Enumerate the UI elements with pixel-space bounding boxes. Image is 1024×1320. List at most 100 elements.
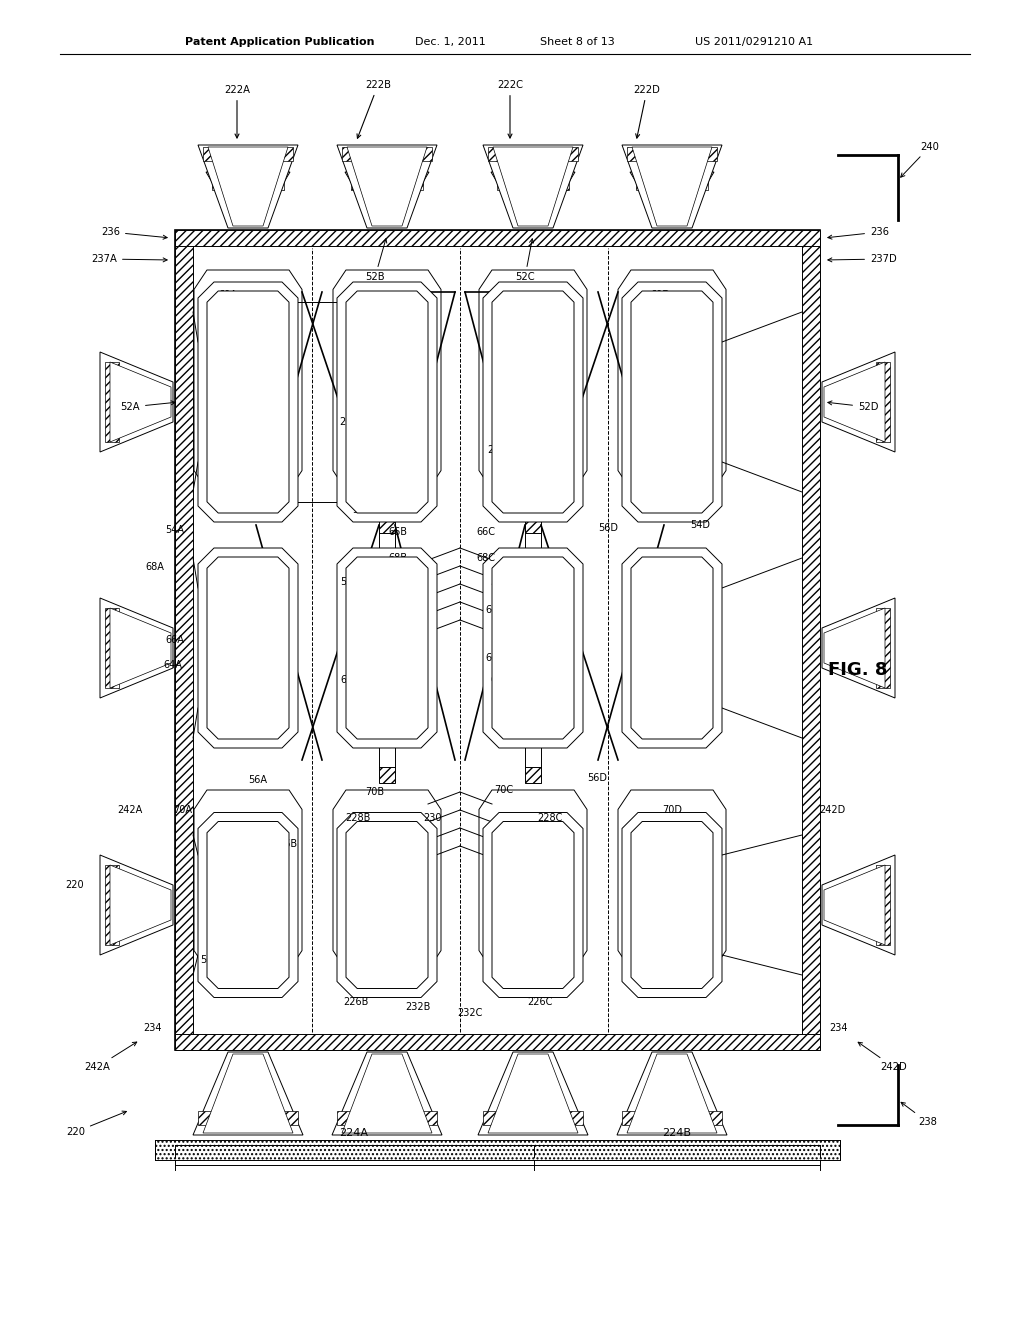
Polygon shape (333, 271, 441, 490)
Bar (483, 1111, 583, 1125)
Polygon shape (207, 821, 289, 989)
Text: 242A: 242A (84, 1041, 137, 1072)
Polygon shape (198, 145, 298, 228)
Text: 52D: 52D (827, 401, 879, 412)
Polygon shape (207, 557, 289, 739)
Polygon shape (208, 147, 288, 226)
Polygon shape (337, 813, 437, 998)
Bar (155, 1140, 840, 1160)
Text: 210B: 210B (355, 347, 381, 356)
Polygon shape (631, 557, 713, 739)
Text: 232B: 232B (406, 1002, 431, 1012)
Polygon shape (100, 598, 173, 698)
Polygon shape (100, 855, 173, 954)
Text: 210C: 210C (527, 352, 553, 363)
Polygon shape (483, 548, 583, 748)
Text: 222C: 222C (497, 81, 523, 139)
Polygon shape (342, 1053, 432, 1133)
Text: 66A: 66A (166, 635, 184, 645)
Text: 64A: 64A (164, 660, 182, 671)
Text: 222B: 222B (357, 81, 391, 139)
Text: 64D: 64D (648, 667, 668, 677)
Bar (351, 174, 423, 190)
Polygon shape (479, 271, 587, 490)
Text: 56D: 56D (587, 774, 607, 783)
Bar (105, 865, 119, 945)
Polygon shape (346, 290, 428, 513)
Text: 54D: 54D (690, 520, 710, 531)
Text: 236: 236 (101, 227, 167, 239)
Bar (622, 1111, 722, 1125)
Text: 242A: 242A (118, 805, 142, 814)
Bar (876, 362, 890, 442)
Text: 56D: 56D (598, 523, 618, 533)
Text: Patent Application Publication: Patent Application Publication (185, 37, 375, 48)
Polygon shape (216, 174, 280, 210)
Text: 66B: 66B (348, 653, 368, 663)
Text: 52B: 52B (366, 239, 387, 282)
Polygon shape (483, 282, 583, 521)
Text: 226B: 226B (343, 997, 369, 1007)
Text: 242D: 242D (858, 1043, 906, 1072)
Text: 210A: 210A (212, 337, 238, 347)
Text: 56B: 56B (346, 970, 366, 979)
Polygon shape (483, 145, 583, 228)
Polygon shape (630, 172, 714, 213)
Bar (175, 230, 820, 1049)
Polygon shape (501, 174, 565, 210)
Text: 52A: 52A (121, 401, 175, 412)
Bar (175, 230, 820, 246)
Text: 60C: 60C (511, 294, 529, 305)
Polygon shape (337, 145, 437, 228)
Bar (627, 147, 717, 161)
Text: Dec. 1, 2011: Dec. 1, 2011 (415, 37, 485, 48)
Polygon shape (203, 1053, 293, 1133)
Text: 64B: 64B (341, 675, 359, 685)
Bar (802, 230, 820, 1049)
Text: 234: 234 (828, 1023, 847, 1034)
Polygon shape (207, 290, 289, 513)
Text: 237A: 237A (91, 253, 167, 264)
Bar (175, 230, 193, 1049)
Polygon shape (346, 557, 428, 739)
Polygon shape (822, 855, 895, 954)
Text: 60D: 60D (650, 290, 670, 300)
Text: 54B: 54B (340, 577, 359, 587)
Polygon shape (337, 548, 437, 748)
Text: 64C: 64C (485, 605, 505, 615)
Polygon shape (824, 362, 885, 442)
Text: 56C: 56C (503, 840, 521, 849)
Text: 242D: 242D (819, 805, 845, 814)
Text: 70C: 70C (495, 785, 514, 795)
Text: 68B: 68B (388, 553, 408, 564)
Polygon shape (622, 548, 722, 748)
Bar (379, 767, 395, 783)
Text: 237D: 237D (827, 253, 897, 264)
Polygon shape (824, 609, 885, 688)
Text: 234: 234 (143, 1023, 162, 1034)
Bar (876, 865, 890, 945)
Polygon shape (337, 282, 437, 521)
Text: 70B: 70B (366, 787, 385, 797)
Text: 224B: 224B (663, 1129, 691, 1138)
Text: 56A: 56A (249, 775, 267, 785)
Text: Sheet 8 of 13: Sheet 8 of 13 (540, 37, 614, 48)
Text: 226C: 226C (527, 997, 553, 1007)
Text: 66B: 66B (388, 527, 408, 537)
Polygon shape (493, 147, 573, 226)
Bar (636, 174, 708, 190)
Text: 232B: 232B (402, 445, 428, 455)
Polygon shape (479, 789, 587, 970)
Polygon shape (622, 145, 722, 228)
Text: 56B: 56B (352, 506, 372, 515)
Text: 56B: 56B (279, 840, 298, 849)
Text: 60A: 60A (218, 290, 238, 300)
Bar (212, 174, 284, 190)
Polygon shape (627, 1053, 717, 1133)
Bar (203, 147, 293, 161)
Text: 56C: 56C (530, 503, 550, 513)
Polygon shape (193, 1052, 303, 1135)
Text: 54A: 54A (166, 525, 184, 535)
Polygon shape (355, 174, 419, 210)
Text: 66C: 66C (485, 653, 505, 663)
